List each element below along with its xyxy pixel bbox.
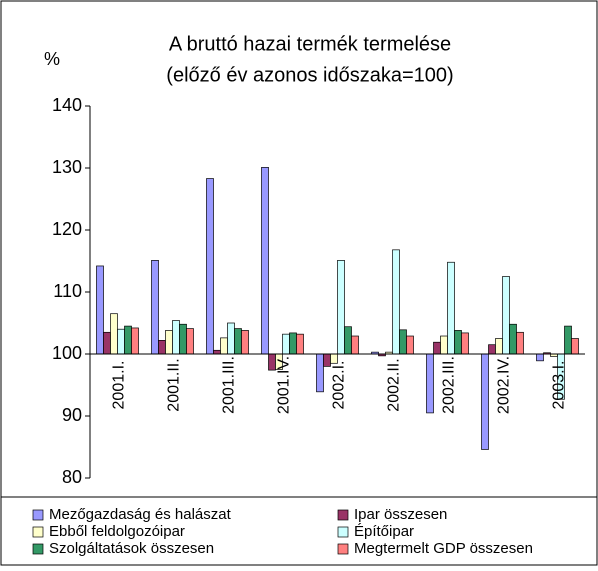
bar — [426, 353, 434, 414]
legend-label: Megtermelt GDP összesen — [354, 540, 533, 557]
bar — [351, 335, 359, 355]
bar — [406, 335, 414, 355]
legend-label: Ipar összesen — [354, 506, 447, 523]
bar — [213, 349, 221, 355]
x-tick-label: 2001.IV. — [276, 356, 293, 414]
chart-subtitle: (előző év azonos időszaka=100) — [166, 64, 453, 86]
bar — [165, 330, 173, 355]
legend-swatch — [337, 543, 349, 555]
y-tick-label: 130 — [52, 157, 82, 177]
bar — [296, 333, 304, 355]
bar — [495, 338, 503, 355]
bar — [103, 331, 111, 355]
bar — [571, 338, 579, 355]
bar — [344, 326, 352, 355]
bar — [227, 322, 235, 355]
x-tick-label: 2001.I. — [111, 361, 128, 410]
y-tick-label: 90 — [62, 405, 82, 425]
legend-swatch — [32, 543, 44, 555]
bar — [179, 323, 187, 355]
bar — [158, 340, 166, 355]
bar — [536, 353, 544, 362]
bar — [206, 178, 214, 355]
legend-label: Mezőgazdaság és halászat — [49, 506, 232, 523]
y-tick-label: 120 — [52, 219, 82, 239]
legend-swatch — [337, 509, 349, 521]
bar — [488, 344, 496, 355]
bar — [481, 353, 489, 450]
bar — [502, 276, 510, 355]
bar — [461, 332, 469, 355]
bar — [234, 328, 242, 355]
legend-swatch — [337, 526, 349, 538]
bar — [124, 325, 132, 355]
bar — [151, 260, 159, 355]
bar — [172, 320, 180, 355]
y-axis-label: % — [44, 49, 60, 69]
x-tick-label: 2001.III. — [221, 356, 238, 414]
bar — [399, 329, 407, 355]
bar — [96, 265, 104, 355]
bar — [433, 341, 441, 355]
bar — [447, 261, 455, 355]
x-tick-label: 2003.I. — [551, 361, 568, 410]
bar — [268, 353, 276, 371]
x-tick-label: 2002.I. — [331, 361, 348, 410]
legend-swatch — [32, 509, 44, 521]
bar — [564, 325, 572, 355]
legend-label: Szolgáltatások összesen — [49, 540, 214, 557]
y-tick-label: 110 — [53, 281, 82, 301]
bar — [454, 330, 462, 355]
y-tick-label: 100 — [52, 343, 82, 363]
bar — [241, 330, 249, 355]
bar — [323, 353, 331, 367]
chart-title: A bruttó hazai termék termelése — [169, 33, 451, 55]
x-tick-label: 2002.IV. — [496, 356, 513, 414]
bar — [110, 313, 118, 355]
x-tick-label: 2001.II. — [166, 358, 183, 411]
bar — [220, 337, 228, 355]
bar — [289, 332, 297, 355]
legend-label: Építőipar — [354, 523, 414, 540]
bar — [316, 353, 324, 393]
y-tick-label: 140 — [52, 95, 82, 115]
bar — [337, 260, 345, 355]
bar — [131, 327, 139, 355]
bar — [516, 331, 524, 355]
bar — [261, 167, 269, 355]
bar — [509, 323, 517, 355]
bar — [117, 328, 125, 355]
bar — [282, 333, 290, 355]
x-tick-label: 2002.II. — [386, 358, 403, 411]
legend-swatch — [32, 526, 44, 538]
bar — [186, 328, 194, 355]
legend-label: Ebből feldolgozóipar — [49, 523, 185, 540]
x-tick-label: 2002.III. — [441, 356, 458, 414]
bar — [440, 335, 448, 355]
y-tick-label: 80 — [62, 467, 82, 487]
bar — [392, 249, 400, 355]
